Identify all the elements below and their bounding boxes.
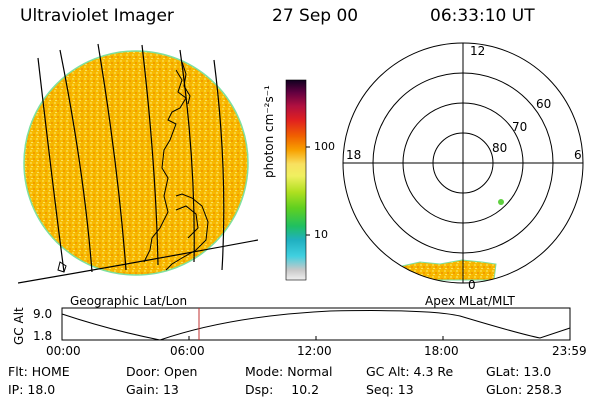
altitude-ytick-min: 1.8 [33, 329, 53, 343]
lat-lon-grid [18, 43, 258, 284]
polar-grid [342, 42, 584, 284]
altitude-x-ticks [61, 336, 571, 340]
status-gain: Gain: 13 [126, 382, 179, 397]
colorbar-label-100: 100 [314, 140, 335, 153]
color-bar [285, 79, 310, 281]
satellite-footpoint [498, 199, 504, 205]
status-mode: Mode: Normal [245, 364, 333, 379]
image-time: 06:33:10 UT [430, 6, 535, 26]
xtick-0600: 06:00 [170, 344, 205, 358]
mlt-label-0: 0 [468, 278, 476, 292]
status-dsp: Dsp: 10.2 [245, 382, 320, 397]
status-glon: GLon: 258.3 [486, 382, 562, 397]
altitude-ytick-max: 9.0 [33, 307, 53, 321]
mlat-label-70: 70 [512, 120, 528, 134]
auroral-oval [401, 259, 497, 281]
status-door: Door: Open [126, 364, 198, 379]
xtick-2359: 23:59 [552, 344, 587, 358]
polar-plot [342, 42, 584, 284]
mlt-label-18: 18 [346, 148, 362, 162]
altitude-ylabel: GC Alt [12, 307, 26, 345]
mlat-label-80: 80 [492, 141, 508, 155]
status-flt: Flt: HOME [8, 364, 70, 379]
status-seq: Seq: 13 [366, 382, 414, 397]
mlt-label-6: 6 [574, 148, 582, 162]
xtick-0000: 00:00 [46, 344, 81, 358]
earth-panel-label: Geographic Lat/Lon [70, 294, 188, 308]
status-ip: IP: 18.0 [8, 382, 56, 397]
status-glat: GLat: 13.0 [486, 364, 552, 379]
xtick-1800: 18:00 [424, 344, 459, 358]
color-scale [285, 79, 307, 281]
mlat-label-60: 60 [536, 97, 552, 111]
polar-panel-label: Apex MLat/MLT [425, 294, 515, 308]
earth-disk [23, 50, 249, 276]
altitude-plot [61, 307, 571, 341]
instrument-title: Ultraviolet Imager [20, 6, 174, 26]
xtick-1200: 12:00 [297, 344, 332, 358]
earth-image [18, 43, 258, 284]
mlt-label-12: 12 [470, 44, 486, 58]
status-gc-alt: GC Alt: 4.3 Re [366, 364, 454, 379]
colorbar-label-10: 10 [314, 228, 328, 241]
image-date: 27 Sep 00 [272, 6, 359, 26]
coastlines [57, 61, 209, 273]
colorbar-unit-label: photon cm⁻²s⁻¹ [262, 85, 276, 178]
altitude-curve [61, 310, 571, 341]
